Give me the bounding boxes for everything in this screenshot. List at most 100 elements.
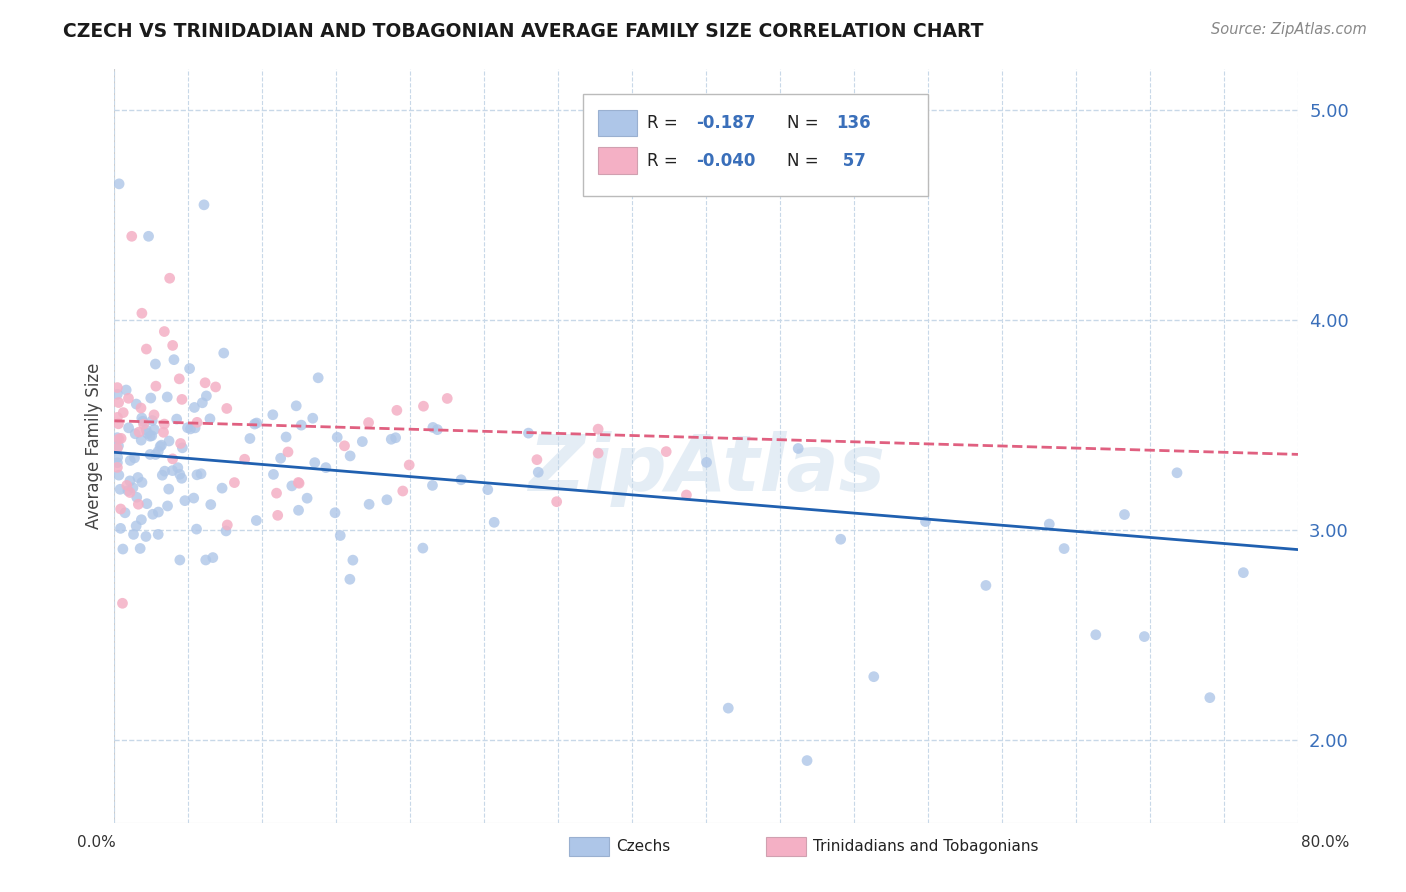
Point: [304, 456, 326, 470]
Point: [135, 497, 157, 511]
Point: [157, 434, 180, 448]
Point: [717, 701, 740, 715]
Point: [586, 446, 609, 460]
Point: [105, 431, 128, 445]
Point: [145, 448, 167, 462]
Point: [170, 471, 193, 485]
Point: [287, 475, 309, 490]
Point: [105, 442, 128, 456]
Point: [190, 467, 212, 481]
Point: [450, 473, 472, 487]
Point: [1198, 690, 1220, 705]
Point: [162, 451, 184, 466]
Point: [135, 529, 157, 543]
Text: ZipAtlas: ZipAtlas: [527, 431, 884, 507]
Point: [115, 478, 138, 492]
Point: [482, 516, 505, 530]
Point: [163, 352, 186, 367]
Point: [183, 491, 205, 505]
Point: [1038, 517, 1060, 532]
Text: N =: N =: [787, 114, 824, 132]
Point: [124, 450, 146, 465]
Point: [315, 460, 337, 475]
Point: [422, 420, 444, 434]
Point: [162, 464, 184, 478]
Point: [412, 541, 434, 555]
Text: -0.040: -0.040: [696, 152, 755, 169]
Y-axis label: Average Family Size: Average Family Size: [86, 363, 103, 529]
Point: [357, 416, 380, 430]
Point: [111, 542, 134, 557]
Text: 80.0%: 80.0%: [1302, 836, 1350, 850]
Point: [108, 483, 131, 497]
Point: [162, 338, 184, 352]
Point: [352, 434, 374, 449]
Point: [117, 483, 139, 498]
Point: [112, 406, 135, 420]
Point: [150, 468, 173, 483]
Point: [166, 412, 188, 426]
Point: [339, 572, 361, 586]
Point: [422, 478, 444, 492]
Point: [117, 421, 139, 435]
Point: [186, 415, 208, 429]
Point: [148, 527, 170, 541]
Point: [156, 499, 179, 513]
Point: [108, 177, 131, 191]
Point: [124, 426, 146, 441]
Point: [125, 519, 148, 533]
Text: -0.187: -0.187: [696, 114, 755, 132]
Text: R =: R =: [647, 152, 683, 169]
Point: [156, 390, 179, 404]
Point: [1232, 566, 1254, 580]
Point: [301, 411, 323, 425]
Text: 136: 136: [837, 114, 872, 132]
Point: [129, 541, 152, 556]
Point: [270, 451, 292, 466]
Point: [145, 379, 167, 393]
Point: [157, 482, 180, 496]
Text: Source: ZipAtlas.com: Source: ZipAtlas.com: [1211, 22, 1367, 37]
Point: [169, 372, 191, 386]
Point: [1053, 541, 1076, 556]
Point: [129, 401, 152, 415]
Point: [169, 467, 191, 482]
Point: [1114, 508, 1136, 522]
Point: [105, 460, 128, 475]
Point: [183, 401, 205, 415]
Point: [143, 408, 166, 422]
Point: [170, 392, 193, 407]
Point: [108, 468, 131, 483]
Point: [193, 198, 215, 212]
Point: [385, 403, 408, 417]
Point: [131, 475, 153, 490]
Point: [224, 475, 246, 490]
Point: [287, 503, 309, 517]
Point: [179, 361, 201, 376]
Point: [149, 440, 172, 454]
Point: [118, 485, 141, 500]
Point: [281, 479, 304, 493]
Point: [412, 399, 434, 413]
Text: CZECH VS TRINIDADIAN AND TOBAGONIAN AVERAGE FAMILY SIZE CORRELATION CHART: CZECH VS TRINIDADIAN AND TOBAGONIAN AVER…: [63, 22, 984, 41]
Point: [398, 458, 420, 472]
Point: [143, 423, 166, 437]
Point: [105, 387, 128, 401]
Point: [153, 417, 176, 431]
Point: [204, 380, 226, 394]
Point: [139, 429, 162, 443]
Point: [129, 433, 152, 447]
Point: [169, 553, 191, 567]
Point: [329, 528, 352, 542]
Point: [114, 506, 136, 520]
Point: [131, 513, 153, 527]
Point: [267, 508, 290, 523]
Point: [191, 396, 214, 410]
Point: [107, 450, 129, 465]
Point: [290, 418, 312, 433]
Point: [176, 421, 198, 435]
Point: [132, 414, 155, 428]
Point: [107, 417, 129, 431]
Point: [152, 425, 174, 440]
Point: [153, 464, 176, 478]
